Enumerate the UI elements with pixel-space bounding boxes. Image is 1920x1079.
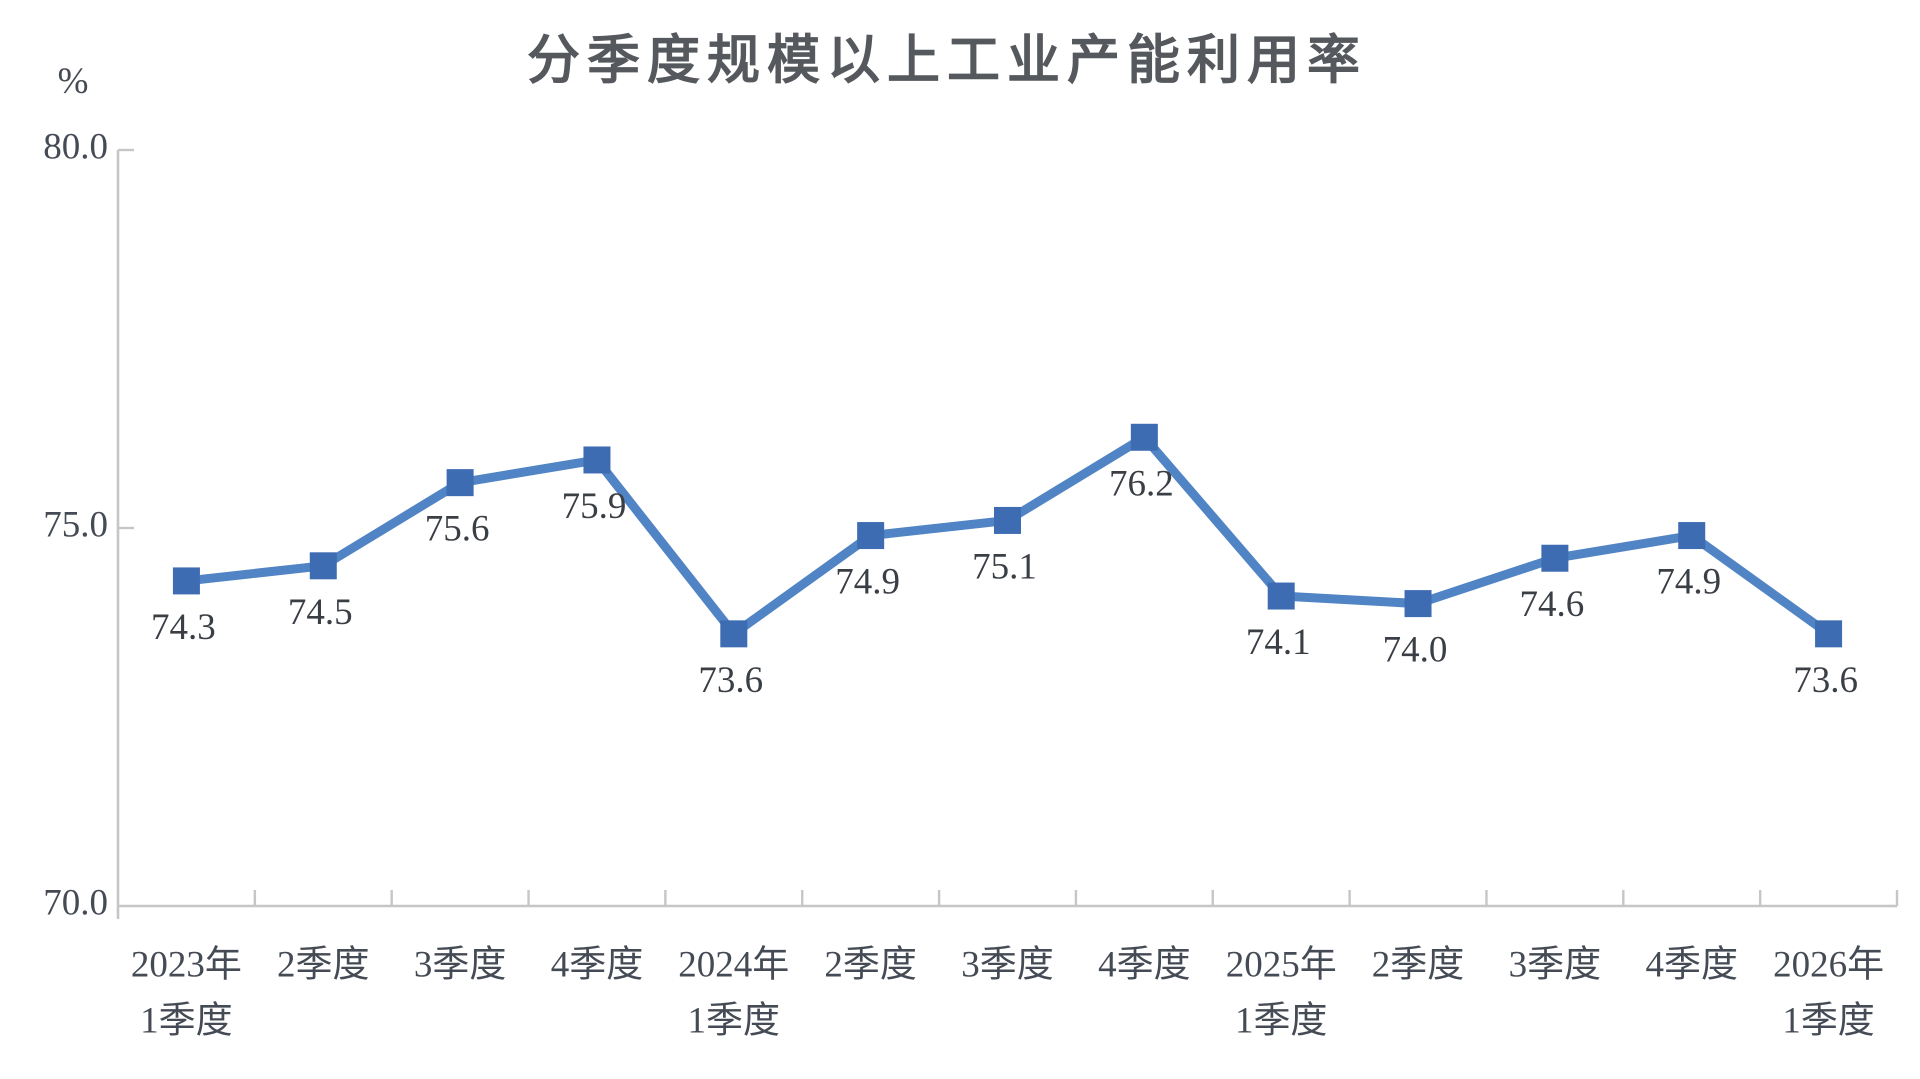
data-point-label: 74.6 [1520, 584, 1585, 625]
data-point-marker [994, 506, 1021, 534]
data-point-label: 74.9 [1656, 562, 1721, 603]
data-point-marker [1404, 590, 1432, 618]
data-point-marker [857, 522, 885, 550]
data-point-label: 73.6 [698, 660, 763, 701]
x-tick-label-line2: 1季度 [1782, 999, 1875, 1041]
data-point-label: 74.1 [1246, 622, 1311, 663]
data-point-marker [1541, 544, 1569, 572]
y-tick-label: 75.0 [43, 504, 108, 545]
data-point-marker [1267, 582, 1295, 610]
x-tick-label: 4季度 [551, 943, 644, 985]
data-point-label: 75.1 [972, 546, 1037, 587]
data-point-marker [583, 446, 611, 474]
x-tick-label: 3季度 [414, 943, 507, 985]
data-point-marker [720, 620, 748, 648]
data-point-label: 75.9 [562, 486, 627, 527]
y-tick-label: 70.0 [43, 882, 108, 923]
data-point-marker [172, 567, 200, 595]
x-tick-label: 2024年 [678, 943, 789, 985]
x-tick-label: 2季度 [824, 943, 917, 985]
chart-title: 分季度规模以上工业产能利用率 [527, 31, 1367, 90]
data-point-marker [446, 469, 474, 497]
x-tick-label: 2026年 [1773, 943, 1884, 985]
x-tick-label: 3季度 [1509, 943, 1602, 985]
x-tick-label-line2: 1季度 [688, 999, 781, 1041]
data-point-marker [1130, 423, 1158, 451]
x-tick-label: 4季度 [1098, 943, 1191, 985]
x-tick-label: 2季度 [277, 943, 370, 985]
data-point-label: 74.9 [835, 562, 900, 603]
data-point-label: 74.0 [1383, 630, 1448, 671]
x-tick-label: 2025年 [1226, 943, 1337, 985]
x-tick-label-line2: 1季度 [140, 999, 233, 1041]
data-point-label: 74.5 [288, 592, 353, 633]
x-tick-label: 2023年 [131, 943, 242, 985]
data-point-label: 75.6 [425, 509, 490, 550]
data-point-label: 73.6 [1793, 660, 1858, 701]
data-point-label: 74.3 [151, 607, 216, 648]
x-tick-label: 3季度 [961, 943, 1054, 985]
data-point-marker [309, 552, 337, 580]
x-tick-label: 2季度 [1372, 943, 1465, 985]
data-point-marker [1815, 620, 1843, 648]
data-point-marker [1678, 522, 1706, 550]
x-tick-label-line2: 1季度 [1235, 999, 1328, 1041]
y-axis-unit-label: % [57, 61, 89, 102]
data-point-label: 76.2 [1109, 463, 1174, 504]
x-tick-label: 4季度 [1645, 943, 1738, 985]
y-tick-label: 80.0 [43, 126, 108, 167]
